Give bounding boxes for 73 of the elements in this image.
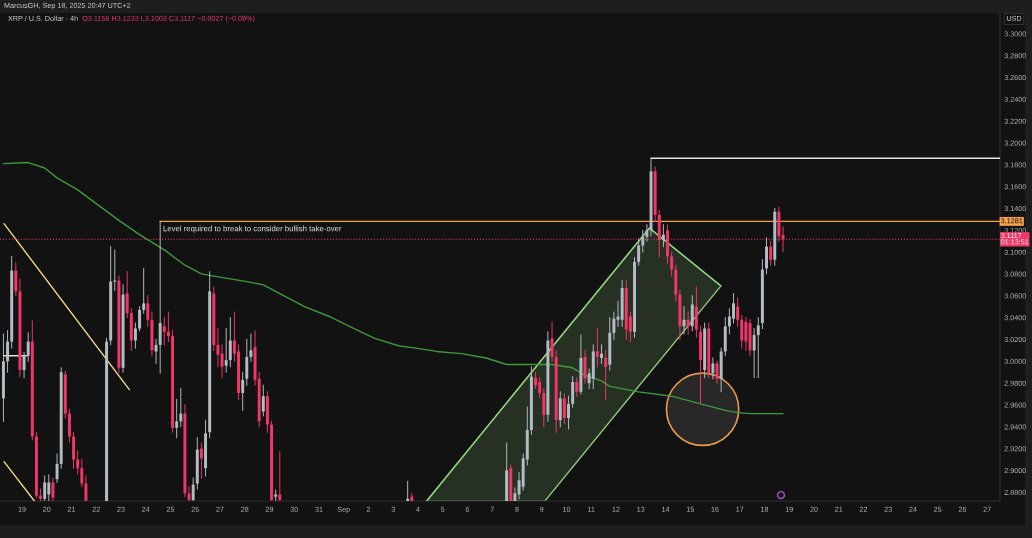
candlestick xyxy=(22,352,26,379)
candlestick xyxy=(249,333,253,362)
candlestick xyxy=(55,453,59,483)
candlestick xyxy=(142,267,146,314)
candlestick xyxy=(228,317,232,368)
candlestick xyxy=(694,286,698,338)
candlestick xyxy=(51,477,55,501)
candlestick xyxy=(166,311,170,343)
candlestick xyxy=(690,295,694,332)
candlestick xyxy=(220,344,224,379)
candlestick xyxy=(125,271,129,319)
candlestick xyxy=(670,251,674,277)
candlestick xyxy=(740,314,744,349)
candlestick xyxy=(538,377,542,398)
candlestick xyxy=(84,475,88,501)
candlestick xyxy=(513,487,517,501)
candlestick xyxy=(113,249,117,291)
candlestick xyxy=(645,224,649,242)
candlestick xyxy=(583,349,587,384)
candlestick xyxy=(752,328,756,379)
candlestick xyxy=(154,338,158,364)
candlestick xyxy=(187,486,191,501)
candlestick xyxy=(216,328,220,368)
candlestick xyxy=(138,306,142,332)
candlestick xyxy=(600,344,604,364)
candlestick xyxy=(686,311,690,335)
candlestick xyxy=(133,322,137,349)
candlestick xyxy=(158,220,162,374)
candlestick xyxy=(769,240,773,266)
candlestick xyxy=(162,317,166,346)
candlestick xyxy=(241,371,245,411)
candlestick xyxy=(278,451,282,501)
candlestick xyxy=(711,357,715,380)
candlestick xyxy=(43,475,47,501)
candlestick xyxy=(661,224,665,248)
candlestick xyxy=(542,388,546,428)
candlestick xyxy=(146,295,150,327)
candlestick xyxy=(567,395,571,430)
candlestick xyxy=(562,393,566,424)
candlestick xyxy=(571,376,575,408)
candlestick xyxy=(641,229,645,253)
candlestick xyxy=(47,474,51,501)
candlestick xyxy=(732,293,736,324)
candlestick xyxy=(67,408,71,443)
candlestick xyxy=(736,297,740,327)
candlestick xyxy=(26,332,30,362)
candlestick xyxy=(72,431,76,469)
candlestick xyxy=(604,349,608,400)
candlestick xyxy=(637,238,641,266)
candlestick xyxy=(224,328,228,373)
line-series xyxy=(2,161,784,415)
candlestick xyxy=(550,321,554,362)
candlestick xyxy=(191,477,195,501)
candlestick xyxy=(6,330,10,373)
candlestick xyxy=(179,388,183,428)
candlestick xyxy=(715,360,719,384)
candlestick xyxy=(14,262,18,297)
candlestick xyxy=(175,398,179,439)
candlestick xyxy=(245,338,249,386)
candlestick xyxy=(199,442,203,479)
candlestick xyxy=(612,311,616,340)
candlestick xyxy=(682,306,686,335)
candlestick xyxy=(756,317,760,379)
candlestick xyxy=(765,237,769,275)
candlestick xyxy=(595,328,599,368)
candlestick xyxy=(80,459,84,488)
candlestick xyxy=(261,384,265,417)
candlestick xyxy=(274,489,278,501)
candlestick xyxy=(39,488,43,501)
candlestick xyxy=(76,450,80,475)
candlestick xyxy=(575,377,579,397)
candlestick xyxy=(744,317,748,351)
candlestick xyxy=(558,391,562,428)
